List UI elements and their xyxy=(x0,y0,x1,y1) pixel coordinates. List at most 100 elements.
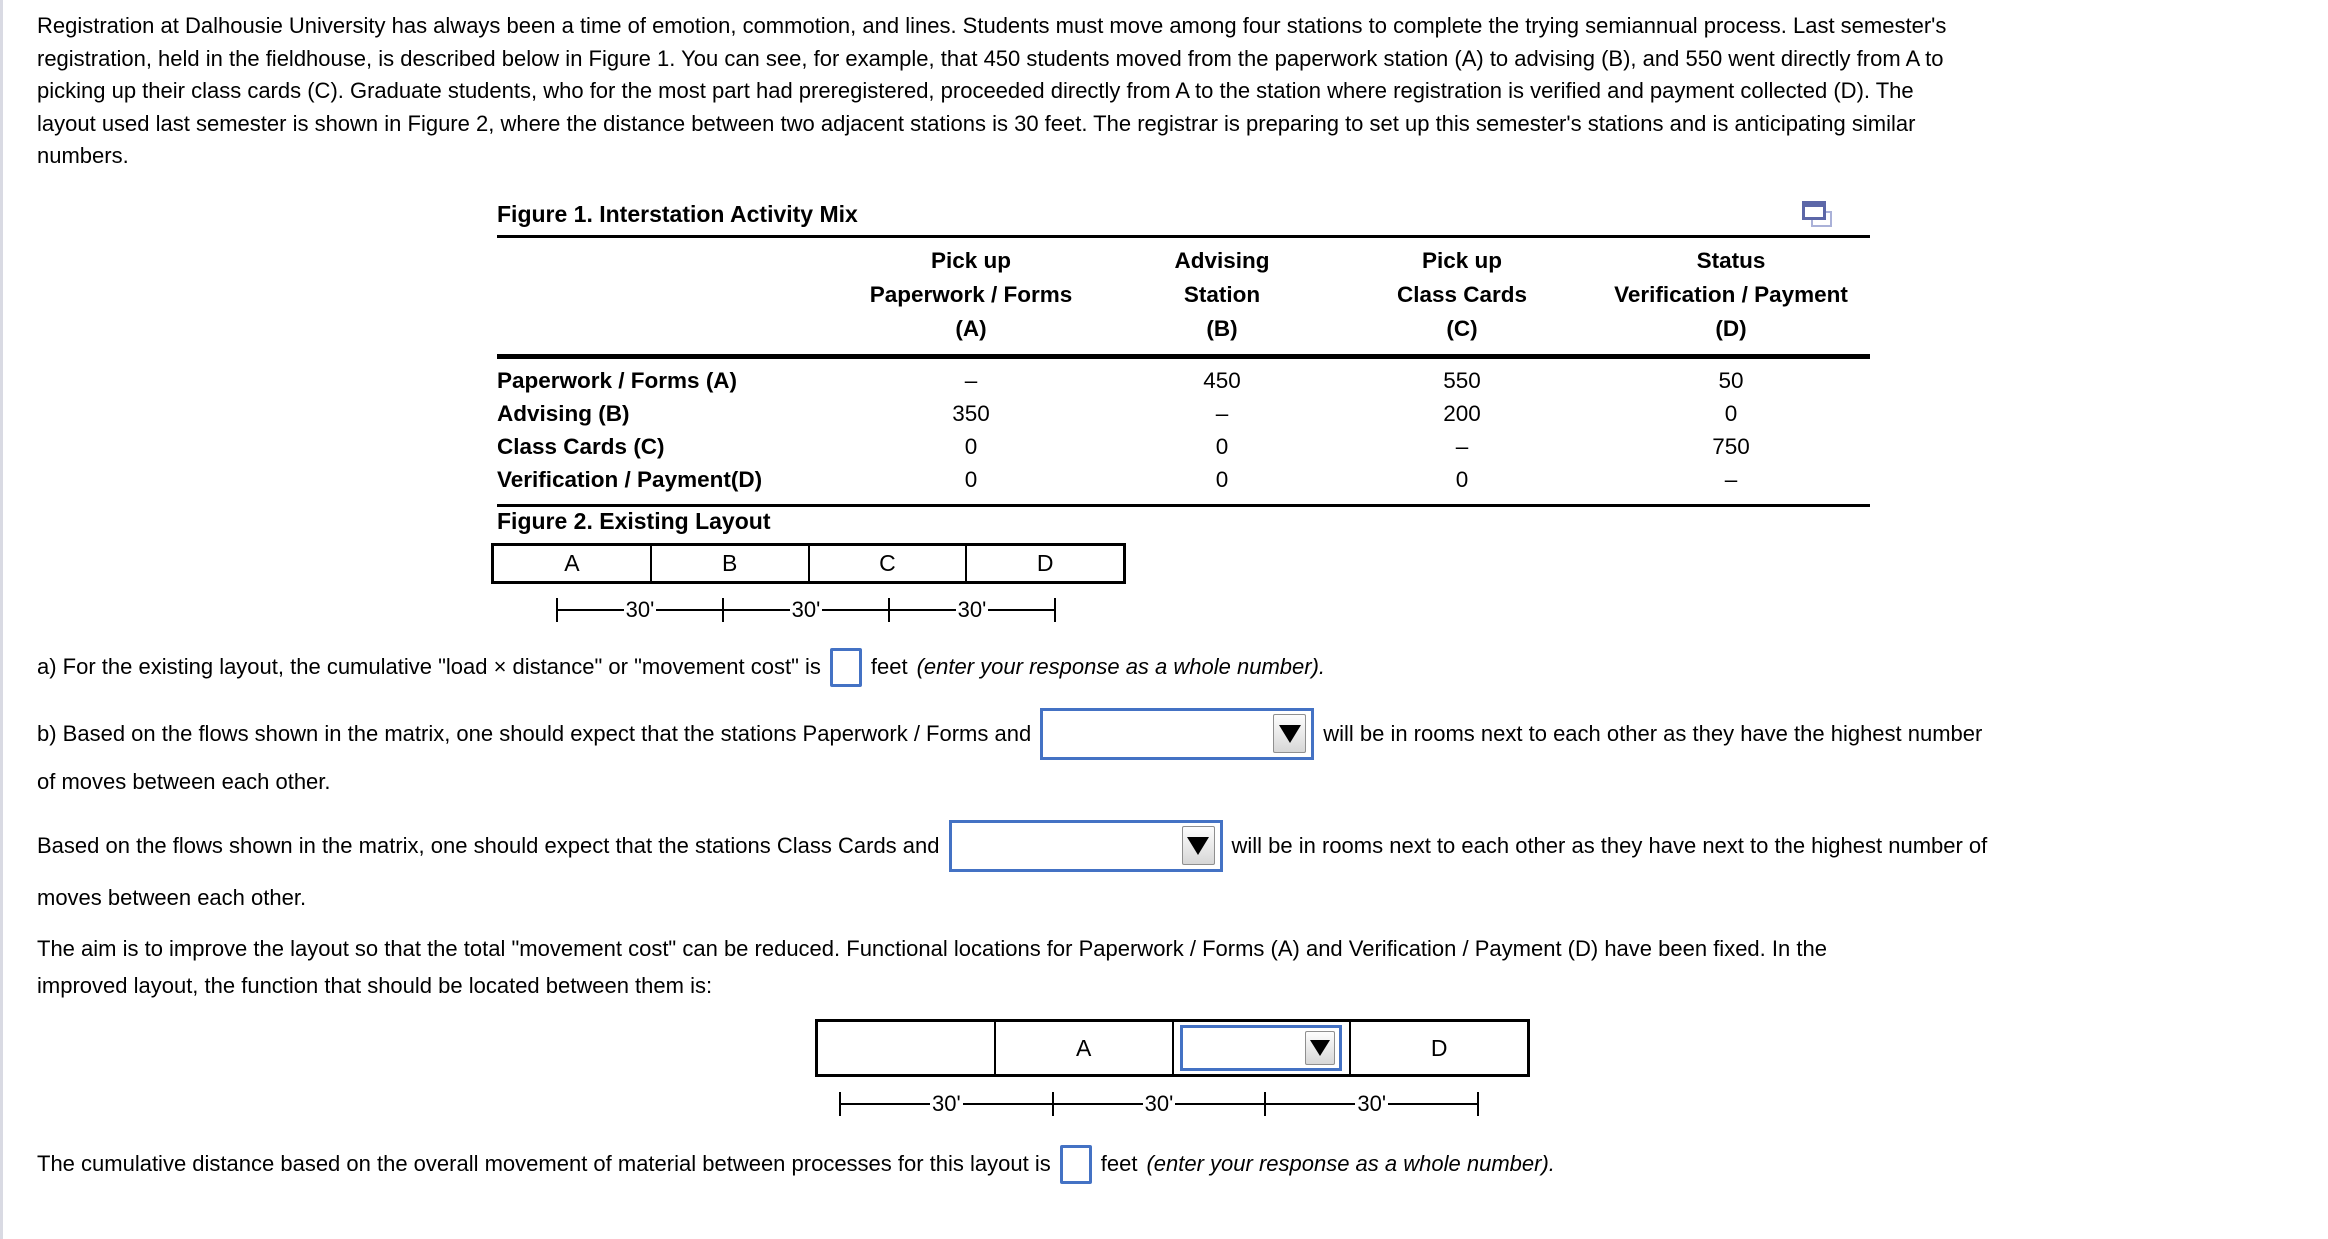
question-b-row: b) Based on the flows shown in the matri… xyxy=(37,708,1982,760)
question-a-text: a) For the existing layout, the cumulati… xyxy=(37,654,821,679)
final-distance-input[interactable] xyxy=(1059,1144,1092,1184)
column-header-C: Pick up Class Cards (C) xyxy=(1396,248,1528,341)
column-header-empty xyxy=(497,244,830,346)
table-header-row: Pick up Paperwork / Forms (A) Advising Stat… xyxy=(497,238,1870,359)
row-label: Paperwork / Forms (A) xyxy=(497,368,738,393)
dimension-segment: 30' xyxy=(1266,1091,1478,1117)
question-c-row: Based on the flows shown in the matrix, … xyxy=(37,820,1987,872)
dimension-tick xyxy=(722,598,724,622)
improved-layout-dropdown[interactable] xyxy=(1180,1025,1343,1071)
cell-value: – xyxy=(1724,467,1738,492)
dropdown-button[interactable] xyxy=(1181,826,1215,865)
question-a-row: a) For the existing layout, the cumulati… xyxy=(37,645,1325,689)
dimension-tick xyxy=(839,1092,841,1116)
activity-matrix-table: Pick up Paperwork / Forms (A) Advising Stat… xyxy=(497,235,1870,507)
station-cell-A: A xyxy=(996,1022,1174,1074)
dimension-tick xyxy=(1051,1092,1054,1116)
dimension-tick xyxy=(888,598,890,622)
popout-front-rect xyxy=(1802,201,1826,220)
cell-value: – xyxy=(964,368,978,393)
answer-a-input[interactable] xyxy=(829,647,862,687)
cell-value: 550 xyxy=(1443,368,1481,393)
question-d-text: The cumulative distance based on the ove… xyxy=(37,1151,1051,1176)
station-cell-C: C xyxy=(810,546,968,581)
station-cell-B: B xyxy=(652,546,810,581)
dimension-label: 30' xyxy=(932,1091,961,1116)
station-cell-dropdown xyxy=(1174,1022,1352,1074)
open-in-new-window-icon[interactable] xyxy=(1802,201,1834,229)
row-label: Class Cards (C) xyxy=(497,434,665,459)
improvement-statement: The aim is to improve the layout so that… xyxy=(37,930,1827,1004)
column-header-B: Advising Station (B) xyxy=(1174,248,1270,341)
cell-value: 0 xyxy=(1215,434,1229,459)
problem-statement-line: layout used last semester is shown in Fi… xyxy=(37,110,1916,136)
question-c-text-after: will be in rooms next to each other as t… xyxy=(1231,833,1988,858)
cell-value: 0 xyxy=(1455,467,1469,492)
question-b-line2: of moves between each other. xyxy=(37,769,331,794)
dimension-tick xyxy=(1264,1092,1267,1116)
dimension-segment: 30' xyxy=(1053,1091,1265,1117)
cell-value: – xyxy=(1455,434,1469,459)
table-row: Paperwork / Forms (A) – 450 550 50 xyxy=(497,364,1870,397)
dimension-segment: 30' xyxy=(890,597,1055,623)
question-b-text: b) Based on the flows shown in the matri… xyxy=(37,721,1032,746)
cell-value: 0 xyxy=(1724,401,1738,426)
question-c-dropdown[interactable] xyxy=(948,820,1223,872)
dropdown-button[interactable] xyxy=(1305,1031,1336,1065)
figure2-title: Figure 2. Existing Layout xyxy=(497,508,771,534)
problem-statement-line: Registration at Dalhousie University has… xyxy=(37,13,1947,38)
cell-value: 0 xyxy=(964,467,978,492)
dropdown-button[interactable] xyxy=(1273,714,1307,753)
figure2-existing-layout: Figure 2. Existing Layout A B C D 30' 30… xyxy=(491,508,1126,623)
chevron-down-icon xyxy=(1278,724,1301,743)
panel-left-border xyxy=(0,0,3,1239)
improvement-statement-line: The aim is to improve the layout so that… xyxy=(37,936,1827,961)
problem-statement-line: picking up their class cards (C). Gradua… xyxy=(37,78,1914,103)
station-cell-empty xyxy=(818,1022,996,1074)
dimension-tick xyxy=(1477,1092,1480,1116)
column-header-D: Status Verification / Payment (D) xyxy=(1614,248,1848,341)
column-header-A: Pick up Paperwork / Forms (A) xyxy=(869,248,1073,341)
question-b-dropdown[interactable] xyxy=(1040,708,1315,760)
dimension-tick xyxy=(556,598,558,622)
dimension-label: 30' xyxy=(1144,1091,1174,1116)
dimension-line: 30' 30' 30' xyxy=(839,1091,1480,1117)
existing-layout-stations: A B C D xyxy=(491,543,1126,584)
cell-value: 350 xyxy=(952,401,990,426)
station-cell-D: D xyxy=(1430,1034,1448,1061)
cell-value: 50 xyxy=(1718,368,1744,393)
question-d-row: The cumulative distance based on the ove… xyxy=(37,1142,1555,1186)
figure1-activity-matrix: Figure 1. Interstation Activity Mix Pick… xyxy=(497,201,1870,507)
chevron-down-icon xyxy=(1310,1040,1331,1056)
figure1-title: Figure 1. Interstation Activity Mix xyxy=(497,201,858,227)
table-row: Advising (B) 350 – 200 0 xyxy=(497,397,1870,430)
cell-value: 450 xyxy=(1203,368,1241,393)
cell-value: 750 xyxy=(1712,434,1750,459)
row-label: Verification / Payment(D) xyxy=(497,467,763,492)
question-b-text-after: will be in rooms next to each other as t… xyxy=(1323,721,1983,746)
dimension-label: 30' xyxy=(625,597,655,622)
problem-statement-line: registration, held in the fieldhouse, is… xyxy=(37,45,1944,71)
dimension-label: 30' xyxy=(791,597,821,622)
improvement-statement-line: improved layout, the function that shoul… xyxy=(37,973,713,998)
station-cell-D: D xyxy=(1036,550,1054,576)
question-a-units: feet xyxy=(870,654,908,679)
problem-statement-line: numbers. xyxy=(37,143,129,168)
question-d-note: (enter your response as a whole number). xyxy=(1146,1151,1555,1176)
improved-layout-stations: A D xyxy=(815,1019,1530,1077)
table-row: Class Cards (C) 0 0 – 750 xyxy=(497,430,1870,463)
table-body: Paperwork / Forms (A) – 450 550 50 Advis… xyxy=(497,359,1870,504)
question-a-note: (enter your response as a whole number). xyxy=(916,654,1326,679)
question-d-units: feet xyxy=(1100,1151,1138,1176)
row-label: Advising (B) xyxy=(497,401,630,426)
cell-value: 0 xyxy=(964,434,978,459)
improved-layout-figure: A D 30' 30' 30' xyxy=(815,1019,1530,1117)
cell-value: 200 xyxy=(1443,401,1481,426)
question-c-line2: moves between each other. xyxy=(37,885,307,910)
dimension-line: 30' 30' 30' xyxy=(556,597,1056,623)
dimension-tick xyxy=(1054,598,1056,622)
dimension-label: 30' xyxy=(957,597,987,622)
dimension-segment: 30' xyxy=(558,597,723,623)
cell-value: 0 xyxy=(1215,467,1229,492)
dimension-segment: 30' xyxy=(724,597,889,623)
